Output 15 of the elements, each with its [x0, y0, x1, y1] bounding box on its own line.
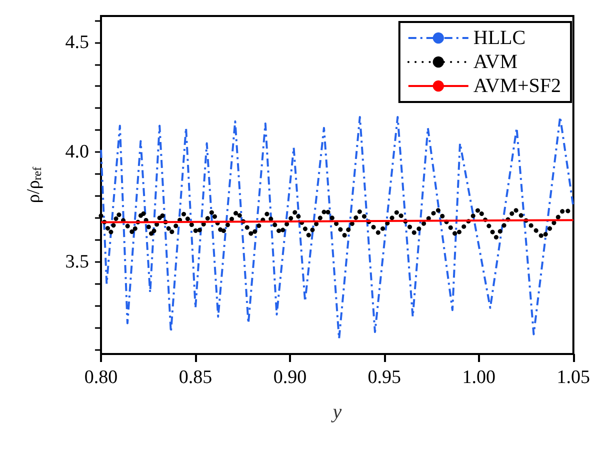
x-tick-label: 0.90 — [273, 367, 307, 388]
x-tick-label: 0.85 — [178, 367, 212, 388]
legend-label: AVM — [473, 51, 518, 73]
legend-label: AVM+SF2 — [473, 75, 562, 97]
x-tick-label: 1.00 — [462, 367, 496, 388]
x-axis-title: y — [330, 401, 342, 423]
x-tick-label: 1.05 — [556, 367, 590, 388]
y-tick-label: 4.5 — [65, 32, 89, 53]
line-series — [100, 116, 574, 340]
legend-label: HLLC — [473, 27, 526, 49]
y-tick-label: 3.5 — [65, 251, 89, 272]
x-tick-label: 0.80 — [84, 367, 118, 388]
y-axis-title: ρ/ρref — [23, 166, 44, 204]
x-tick-label: 0.95 — [368, 367, 402, 388]
y-tick-label: 4.0 — [65, 142, 89, 163]
